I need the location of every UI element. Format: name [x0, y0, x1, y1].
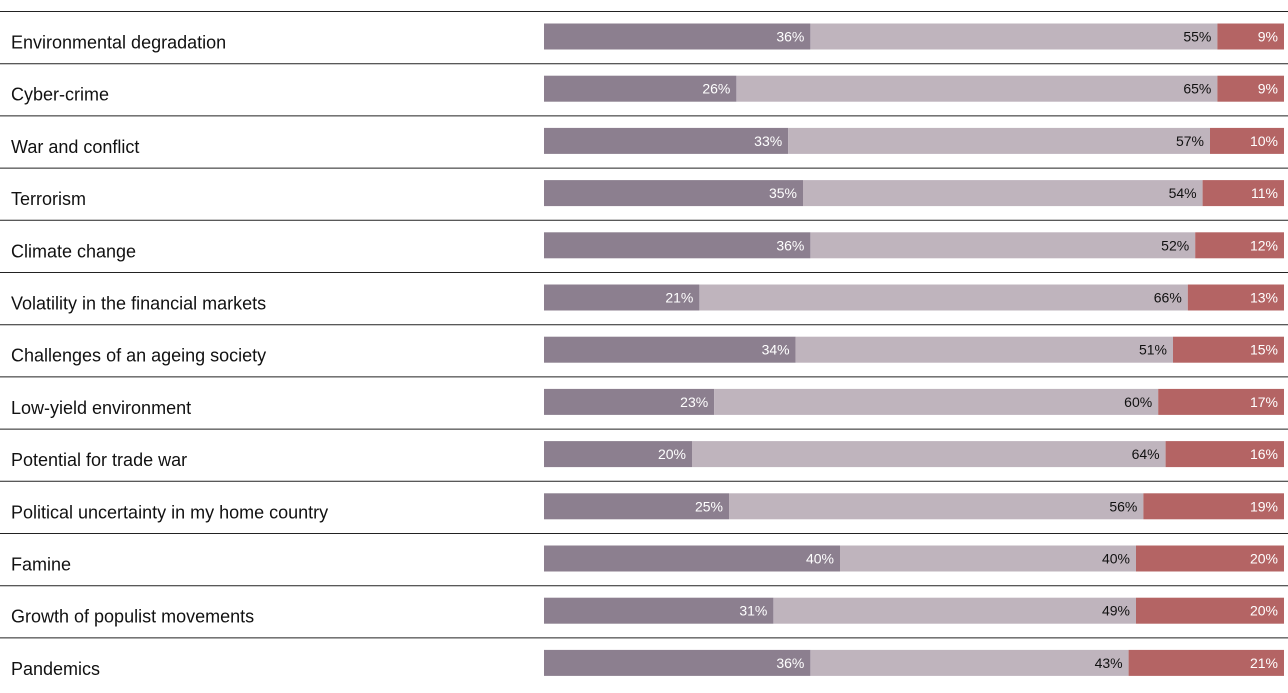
- bar-segment-1: [544, 441, 692, 468]
- row-label: Environmental degradation: [11, 33, 226, 53]
- data-label: 31%: [739, 603, 767, 619]
- data-label: 34%: [762, 342, 790, 358]
- bar-segment-2: [788, 127, 1210, 154]
- data-label: 54%: [1169, 185, 1197, 201]
- data-label: 43%: [1095, 655, 1123, 671]
- bar-segment-3: [1165, 441, 1284, 468]
- bar-segment-3: [1143, 493, 1284, 520]
- data-label: 55%: [1183, 29, 1211, 45]
- data-label: 12%: [1250, 237, 1278, 253]
- data-label: 23%: [680, 394, 708, 410]
- data-label: 36%: [776, 29, 804, 45]
- data-label: 52%: [1161, 237, 1189, 253]
- bar-segment-1: [544, 388, 715, 415]
- bar-segment-2: [810, 232, 1196, 259]
- bar-segment-3: [1217, 75, 1284, 102]
- data-label: 40%: [1102, 551, 1130, 567]
- data-label: 25%: [695, 498, 723, 514]
- data-label: 40%: [806, 551, 834, 567]
- data-label: 65%: [1183, 81, 1211, 97]
- bar-segment-1: [544, 597, 774, 624]
- row-label: Climate change: [11, 241, 136, 261]
- row-label: Famine: [11, 555, 71, 575]
- data-label: 20%: [1250, 603, 1278, 619]
- row-label: Growth of populist movements: [11, 607, 254, 627]
- data-label: 20%: [658, 446, 686, 462]
- data-label: 21%: [665, 290, 693, 306]
- bar-segment-1: [544, 75, 737, 102]
- bar-segment-2: [840, 545, 1136, 572]
- data-label: 16%: [1250, 446, 1278, 462]
- bar-segment-2: [714, 388, 1159, 415]
- bar-segment-2: [692, 441, 1166, 468]
- bar-segment-2: [810, 23, 1218, 50]
- data-label: 35%: [769, 185, 797, 201]
- data-label: 19%: [1250, 498, 1278, 514]
- row-label: War and conflict: [11, 137, 139, 157]
- bar-segment-1: [544, 545, 840, 572]
- bar-segment-2: [810, 649, 1129, 676]
- data-label: 49%: [1102, 603, 1130, 619]
- data-label: 66%: [1154, 290, 1182, 306]
- data-label: 36%: [776, 237, 804, 253]
- data-label: 60%: [1124, 394, 1152, 410]
- data-label: 11%: [1251, 185, 1278, 201]
- bar-segment-2: [736, 75, 1218, 102]
- bar-segment-1: [544, 649, 811, 676]
- bar-segment-3: [1195, 232, 1284, 259]
- data-label: 56%: [1109, 498, 1137, 514]
- bar-segment-3: [1173, 336, 1284, 363]
- data-label: 36%: [776, 655, 804, 671]
- data-label: 9%: [1258, 81, 1278, 97]
- bar-segment-3: [1187, 284, 1284, 311]
- data-label: 9%: [1258, 29, 1278, 45]
- bar-segment-3: [1136, 545, 1284, 572]
- data-label: 20%: [1250, 551, 1278, 567]
- data-label: 33%: [754, 133, 782, 149]
- bar-segment-1: [544, 180, 803, 207]
- row-label: Challenges of an ageing society: [11, 346, 266, 366]
- bar-segment-3: [1210, 127, 1284, 154]
- data-label: 13%: [1250, 290, 1278, 306]
- bar-segment-1: [544, 284, 700, 311]
- bar-segment-3: [1217, 23, 1284, 50]
- bar-segment-3: [1128, 649, 1284, 676]
- bar-segment-1: [544, 127, 789, 154]
- data-label: 10%: [1250, 133, 1278, 149]
- bar-segment-1: [544, 23, 811, 50]
- data-label: 26%: [702, 81, 730, 97]
- row-label: Political uncertainty in my home country: [11, 502, 328, 522]
- bar-segment-1: [544, 493, 729, 520]
- row-label: Low-yield environment: [11, 398, 191, 418]
- bar-segment-2: [795, 336, 1173, 363]
- bar-segment-2: [773, 597, 1136, 624]
- bar-segment-3: [1136, 597, 1284, 624]
- bar-segment-2: [803, 180, 1203, 207]
- data-label: 51%: [1139, 342, 1167, 358]
- data-label: 15%: [1250, 342, 1278, 358]
- row-label: Pandemics: [11, 659, 100, 679]
- bar-segment-3: [1202, 180, 1284, 207]
- bar-segment-2: [699, 284, 1188, 311]
- data-label: 21%: [1250, 655, 1278, 671]
- bar-segment-3: [1158, 388, 1284, 415]
- bar-segment-2: [729, 493, 1144, 520]
- row-label: Terrorism: [11, 189, 86, 209]
- data-label: 64%: [1132, 446, 1160, 462]
- row-label: Volatility in the financial markets: [11, 294, 266, 314]
- row-label: Cyber-crime: [11, 85, 109, 105]
- data-label: 57%: [1176, 133, 1204, 149]
- bar-segment-1: [544, 336, 796, 363]
- data-label: 17%: [1250, 394, 1278, 410]
- row-label: Potential for trade war: [11, 450, 187, 470]
- bar-segment-1: [544, 232, 811, 259]
